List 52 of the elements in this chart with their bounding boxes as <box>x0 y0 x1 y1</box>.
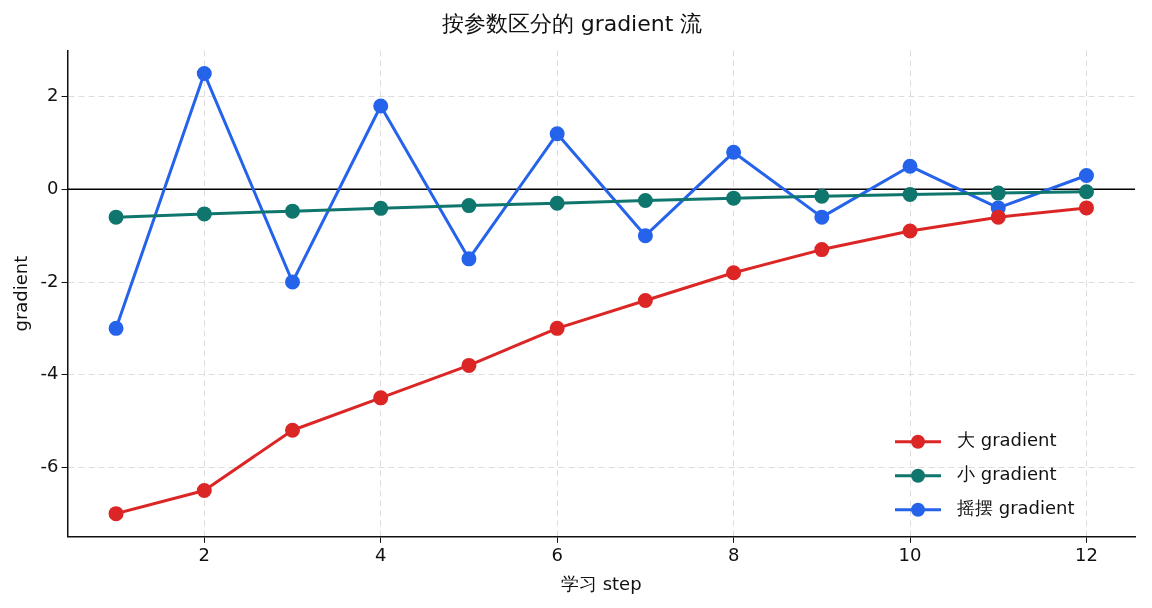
x-axis-title: 学习 step <box>560 572 642 594</box>
point <box>196 482 212 498</box>
point <box>108 209 124 225</box>
x-tick-label: 8 <box>727 544 740 566</box>
point <box>814 242 830 258</box>
point <box>108 320 124 336</box>
point <box>373 390 389 406</box>
point <box>726 190 742 206</box>
x-tick-label: 4 <box>375 544 387 566</box>
chart-title: 按参数区分的 gradient 流 <box>441 10 703 36</box>
point <box>902 223 918 239</box>
point <box>461 251 477 267</box>
point <box>637 228 653 244</box>
point <box>285 274 301 290</box>
point <box>902 186 918 202</box>
x-tick-label: 10 <box>898 544 922 566</box>
point <box>285 422 301 438</box>
point <box>549 320 565 336</box>
point <box>196 66 212 82</box>
x-tick-label: 6 <box>551 544 563 566</box>
point <box>902 158 918 174</box>
point <box>990 185 1006 201</box>
point <box>990 209 1006 225</box>
point <box>1078 200 1094 216</box>
x-tick-label: 12 <box>1075 544 1098 566</box>
point <box>285 203 301 219</box>
y-axis-title: gradient <box>10 255 32 332</box>
point <box>726 265 742 281</box>
point <box>108 506 124 522</box>
point <box>196 206 212 222</box>
y-tick-label: 0 <box>47 177 59 199</box>
x-tick-label: 2 <box>198 544 211 566</box>
point <box>549 126 565 142</box>
y-tick-label: 2 <box>47 84 59 106</box>
point <box>1078 167 1094 183</box>
point <box>1078 184 1094 200</box>
point <box>637 192 653 208</box>
point <box>461 198 477 214</box>
legend-label: 摇摆 gradient <box>957 497 1075 519</box>
point <box>814 188 830 204</box>
y-tick-label: -6 <box>40 454 59 476</box>
point <box>814 209 830 225</box>
point <box>726 144 742 160</box>
point <box>373 200 389 216</box>
point <box>637 293 653 309</box>
legend-label: 大 gradient <box>957 429 1057 451</box>
y-tick-label: -4 <box>40 362 59 384</box>
y-tick-label: -2 <box>40 269 59 291</box>
point <box>549 195 565 211</box>
legend-label: 小 gradient <box>957 463 1057 485</box>
point <box>461 357 477 373</box>
point <box>373 98 389 114</box>
